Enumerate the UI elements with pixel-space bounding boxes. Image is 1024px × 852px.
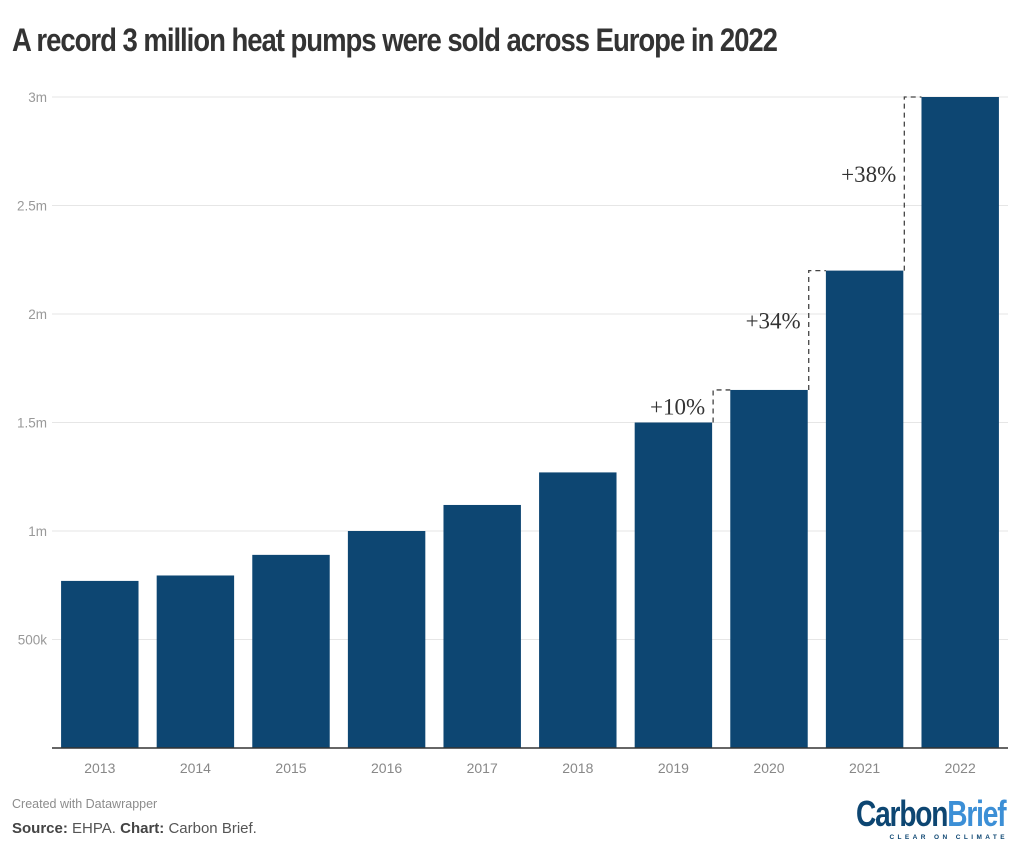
bar-2015	[252, 554, 330, 748]
datawrapper-credit: Created with Datawrapper	[12, 797, 158, 811]
x-tick-label: 2021	[849, 760, 880, 776]
source-value: EHPA.	[72, 820, 116, 837]
y-tick-label: 1m	[28, 524, 47, 539]
x-tick-label: 2022	[945, 760, 976, 776]
annotations: +10% +34% +38%	[650, 96, 922, 423]
growth-label: +34%	[746, 308, 801, 333]
x-tick-label: 2017	[467, 760, 498, 776]
bar-2016	[347, 531, 426, 748]
x-tick-label: 2018	[562, 760, 593, 776]
growth-bracket	[712, 389, 731, 423]
growth-bracket	[903, 96, 922, 271]
logo-wordmark: CarbonBrief	[856, 793, 1007, 834]
bar-2017	[443, 504, 521, 748]
carbon-brief-logo: CarbonBrief CLEAR ON CLIMATE	[856, 796, 1012, 846]
source-line: Source: EHPA. Chart: Carbon Brief.	[12, 820, 257, 837]
chart-credit-value: Carbon Brief.	[168, 820, 257, 837]
logo-tagline: CLEAR ON CLIMATE	[889, 834, 1008, 841]
bar-2019	[634, 422, 713, 748]
y-tick-label: 2m	[28, 307, 47, 322]
x-tick-label: 2013	[84, 760, 115, 776]
bars	[61, 97, 999, 748]
y-tick-label: 3m	[28, 90, 47, 105]
growth-label: +38%	[841, 162, 896, 187]
y-tick-label: 2.5m	[17, 199, 47, 214]
source-label: Source:	[12, 820, 68, 837]
bar-2018	[539, 472, 617, 748]
growth-bracket	[808, 269, 826, 390]
growth-label: +10%	[650, 395, 705, 420]
logo-carbon: Carbon	[856, 793, 948, 834]
chart-title: A record 3 million heat pumps were sold …	[12, 22, 778, 58]
x-tick-label: 2014	[180, 760, 211, 776]
x-tick-label: 2019	[658, 760, 689, 776]
y-tick-label: 1.5m	[17, 416, 47, 431]
bar-2022	[921, 97, 999, 748]
x-tick-label: 2016	[371, 760, 402, 776]
bar-2020	[730, 389, 808, 748]
x-tick-label: 2020	[753, 760, 784, 776]
chart-credit-label: Chart:	[120, 820, 165, 837]
bar-2013	[61, 580, 139, 748]
y-tick-label: 500k	[18, 633, 48, 648]
x-tick-label: 2015	[275, 760, 306, 776]
bar-2014	[156, 575, 235, 748]
y-axis-ticks: 500k 1m 1.5m 2m 2.5m 3m	[17, 90, 47, 648]
logo-brief: Brief	[947, 793, 1006, 834]
x-axis-ticks: 2013 2014 2015 2016 2017 2018 2019 2020 2021 2022	[84, 760, 976, 776]
bar-2021	[825, 270, 904, 748]
